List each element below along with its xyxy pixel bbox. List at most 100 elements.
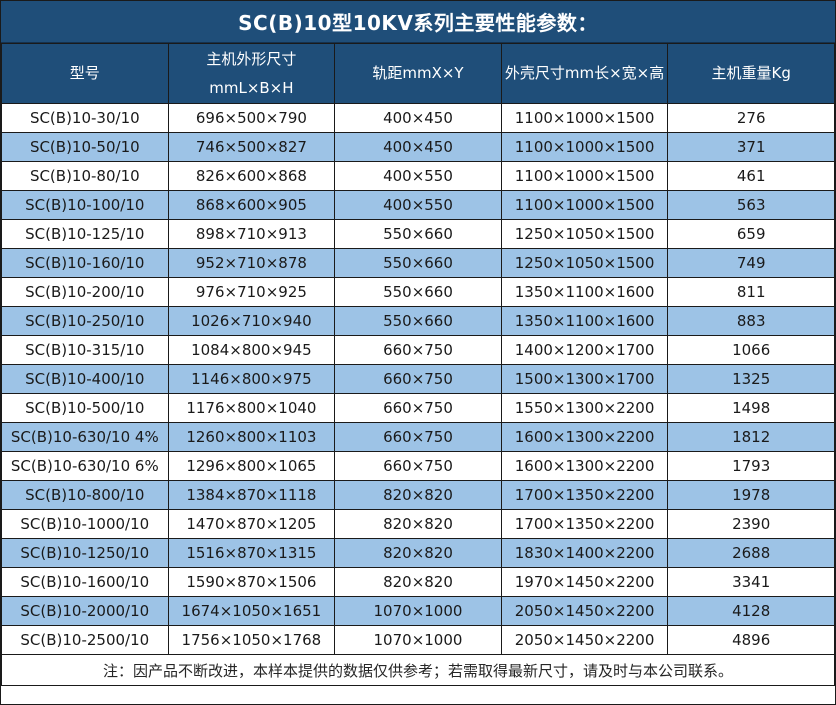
table-cell: 1146×800×975 xyxy=(167,364,336,394)
table-cell: 659 xyxy=(667,219,835,249)
table-cell: 820×820 xyxy=(334,509,502,539)
table-cell: SC(B)10-400/10 xyxy=(1,364,169,394)
table-cell: SC(B)10-630/10 4% xyxy=(1,422,169,452)
table-row: SC(B)10-80/10 826×600×868 400×550 1100×1000… xyxy=(1,161,835,191)
table-cell: 1970×1450×2200 xyxy=(500,567,669,597)
table-cell: 660×750 xyxy=(334,451,502,481)
table-cell: 1070×1000 xyxy=(334,596,502,626)
page-title: SC(B)10型10KV系列主要性能参数： xyxy=(1,1,835,43)
table-cell: 3341 xyxy=(667,567,835,597)
table-cell: SC(B)10-200/10 xyxy=(1,277,169,307)
table-row: SC(B)10-250/10 1026×710×940 550×660 1350×11… xyxy=(1,306,835,336)
table-cell: 1350×1100×1600 xyxy=(500,277,669,307)
table-cell: 1066 xyxy=(667,335,835,365)
table-cell: 746×500×827 xyxy=(167,132,336,162)
table-cell: 1812 xyxy=(667,422,835,452)
table-cell: 952×710×878 xyxy=(167,248,336,278)
table-cell: 550×660 xyxy=(334,277,502,307)
table-cell: 1084×800×945 xyxy=(167,335,336,365)
table-cell: 820×820 xyxy=(334,480,502,510)
table-cell: 1296×800×1065 xyxy=(167,451,336,481)
table-cell: SC(B)10-800/10 xyxy=(1,480,169,510)
table-cell: 696×500×790 xyxy=(167,103,336,133)
table-cell: SC(B)10-630/10 6% xyxy=(1,451,169,481)
table-cell: SC(B)10-50/10 xyxy=(1,132,169,162)
table-row: SC(B)10-30/10 696×500×790 400×450 1100×1000… xyxy=(1,103,835,133)
table-cell: 1026×710×940 xyxy=(167,306,336,336)
table-cell: 1384×870×1118 xyxy=(167,480,336,510)
table-cell: 660×750 xyxy=(334,393,502,423)
header-row: 型号 主机外形尺寸 mmL×B×H 轨距mmX×Y 外壳尺寸mm长×宽×高 主机重量Kg xyxy=(1,43,835,104)
table-row: SC(B)10-2000/10 1674×1050×1651 1070×1000 20… xyxy=(1,596,835,626)
table-cell: SC(B)10-500/10 xyxy=(1,393,169,423)
table-cell: 1700×1350×2200 xyxy=(500,509,669,539)
table-cell: 1600×1300×2200 xyxy=(500,451,669,481)
table-cell: 1756×1050×1768 xyxy=(167,625,336,655)
table-cell: 883 xyxy=(667,306,835,336)
table-cell: 461 xyxy=(667,161,835,191)
table-cell: 1978 xyxy=(667,480,835,510)
table-cell: 660×750 xyxy=(334,335,502,365)
table-cell: 1498 xyxy=(667,393,835,423)
table-cell: 2050×1450×2200 xyxy=(500,625,669,655)
table-cell: 1100×1000×1500 xyxy=(500,190,669,220)
table-row: SC(B)10-1000/10 1470×870×1205 820×820 1700×… xyxy=(1,509,835,539)
table-cell: SC(B)10-2000/10 xyxy=(1,596,169,626)
table-cell: 563 xyxy=(667,190,835,220)
table-cell: SC(B)10-1250/10 xyxy=(1,538,169,568)
table-body: SC(B)10-30/10 696×500×790 400×450 1100×1000… xyxy=(1,103,835,655)
table-row: SC(B)10-1250/10 1516×870×1315 820×820 1830×… xyxy=(1,538,835,568)
table-cell: SC(B)10-30/10 xyxy=(1,103,169,133)
table-cell: SC(B)10-250/10 xyxy=(1,306,169,336)
table-cell: 660×750 xyxy=(334,422,502,452)
table-cell: 4128 xyxy=(667,596,835,626)
table-cell: 1600×1300×2200 xyxy=(500,422,669,452)
table-cell: 1700×1350×2200 xyxy=(500,480,669,510)
table-cell: SC(B)10-160/10 xyxy=(1,248,169,278)
table-header: 型号 主机外形尺寸 mmL×B×H 轨距mmX×Y 外壳尺寸mm长×宽×高 主机重量Kg xyxy=(1,43,835,104)
table-cell: 1400×1200×1700 xyxy=(500,335,669,365)
table-row: SC(B)10-800/10 1384×870×1118 820×820 1700×1… xyxy=(1,480,835,510)
table-row: SC(B)10-2500/10 1756×1050×1768 1070×1000 20… xyxy=(1,625,835,655)
table-cell: 1260×800×1103 xyxy=(167,422,336,452)
table-cell: 1590×870×1506 xyxy=(167,567,336,597)
table-cell: 1325 xyxy=(667,364,835,394)
column-header-1: 主机外形尺寸 mmL×B×H xyxy=(167,43,336,104)
table-cell: 550×660 xyxy=(334,306,502,336)
table-cell: 1250×1050×1500 xyxy=(500,248,669,278)
table-cell: 2050×1450×2200 xyxy=(500,596,669,626)
table-cell: 1516×870×1315 xyxy=(167,538,336,568)
table-row: SC(B)10-100/10 868×600×905 400×550 1100×100… xyxy=(1,190,835,220)
table-cell: 1470×870×1205 xyxy=(167,509,336,539)
table-cell: 1674×1050×1651 xyxy=(167,596,336,626)
table-row: SC(B)10-200/10 976×710×925 550×660 1350×110… xyxy=(1,277,835,307)
table-row: SC(B)10-500/10 1176×800×1040 660×750 1550×1… xyxy=(1,393,835,423)
table-cell: 1350×1100×1600 xyxy=(500,306,669,336)
table-footer: 注：因产品不断改进，本样本提供的数据仅供参考；若需取得最新尺寸，请及时与本公司联… xyxy=(1,654,835,686)
table-cell: 1100×1000×1500 xyxy=(500,132,669,162)
table-cell: 1830×1400×2200 xyxy=(500,538,669,568)
table-cell: SC(B)10-125/10 xyxy=(1,219,169,249)
table-cell: 826×600×868 xyxy=(167,161,336,191)
table-cell: 400×450 xyxy=(334,132,502,162)
table-cell: 550×660 xyxy=(334,248,502,278)
table-cell: SC(B)10-1600/10 xyxy=(1,567,169,597)
table-cell: 1070×1000 xyxy=(334,625,502,655)
table-cell: 1250×1050×1500 xyxy=(500,219,669,249)
table-cell: 868×600×905 xyxy=(167,190,336,220)
table-row: SC(B)10-160/10 952×710×878 550×660 1250×105… xyxy=(1,248,835,278)
table-cell: SC(B)10-1000/10 xyxy=(1,509,169,539)
table-cell: 550×660 xyxy=(334,219,502,249)
table-cell: 976×710×925 xyxy=(167,277,336,307)
table-cell: 400×450 xyxy=(334,103,502,133)
table-cell: 1100×1000×1500 xyxy=(500,103,669,133)
table-cell: 276 xyxy=(667,103,835,133)
column-header-0: 型号 xyxy=(1,43,169,104)
table-cell: 2390 xyxy=(667,509,835,539)
spec-table: 型号 主机外形尺寸 mmL×B×H 轨距mmX×Y 外壳尺寸mm长×宽×高 主机重量Kg … xyxy=(1,43,835,686)
table-cell: 660×750 xyxy=(334,364,502,394)
table-cell: 820×820 xyxy=(334,567,502,597)
table-cell: 4896 xyxy=(667,625,835,655)
table-cell: 400×550 xyxy=(334,161,502,191)
table-row: SC(B)10-1600/10 1590×870×1506 820×820 1970×… xyxy=(1,567,835,597)
